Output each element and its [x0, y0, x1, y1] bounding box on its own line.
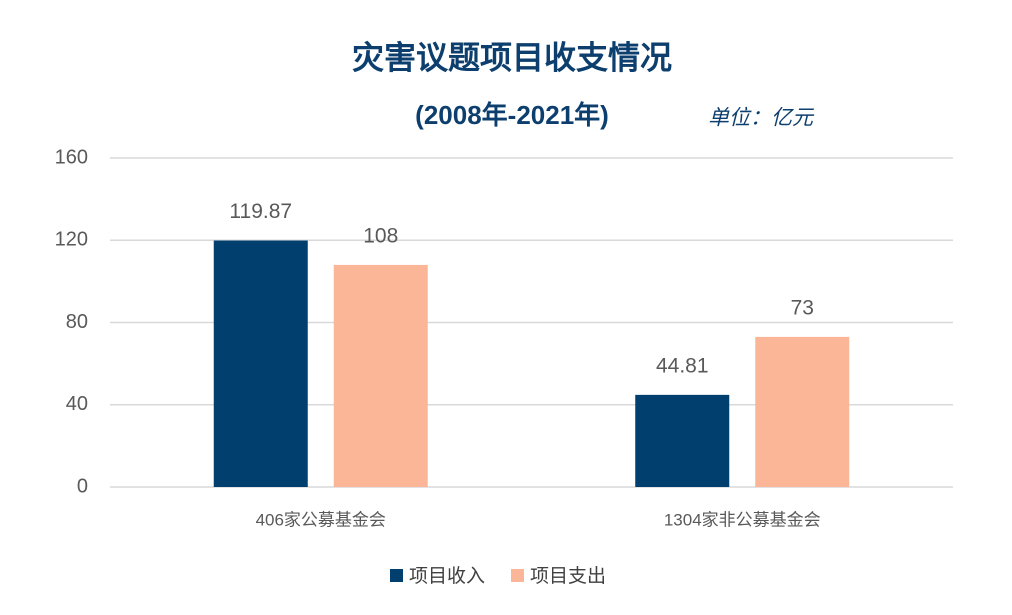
y-tick-label: 0 [77, 475, 88, 497]
bar [213, 240, 308, 487]
legend-label: 项目支出 [530, 565, 606, 587]
y-tick-label: 120 [55, 229, 88, 251]
value-label: 73 [791, 296, 814, 319]
value-label: 108 [363, 224, 398, 247]
y-tick-label: 80 [66, 311, 88, 333]
value-label: 44.81 [656, 354, 709, 377]
unit-annotation: 单位：亿元 [708, 107, 815, 130]
value-label: 119.87 [229, 200, 292, 223]
legend-swatch [390, 569, 403, 582]
bar [755, 336, 850, 487]
y-tick-label: 160 [55, 146, 88, 168]
legend-swatch [511, 569, 525, 582]
bar [635, 394, 730, 487]
y-tick-label: 40 [66, 393, 88, 415]
legend-label: 项目收入 [409, 565, 485, 587]
x-tick-label: 1304家非公募基金会 [664, 510, 821, 529]
chart-title: 灾害议题项目收支情况 [352, 39, 672, 75]
x-tick-label: 406家公募基金会 [256, 510, 386, 529]
bar [333, 264, 428, 487]
chart-subtitle: (2008年-2021年) [415, 100, 609, 130]
